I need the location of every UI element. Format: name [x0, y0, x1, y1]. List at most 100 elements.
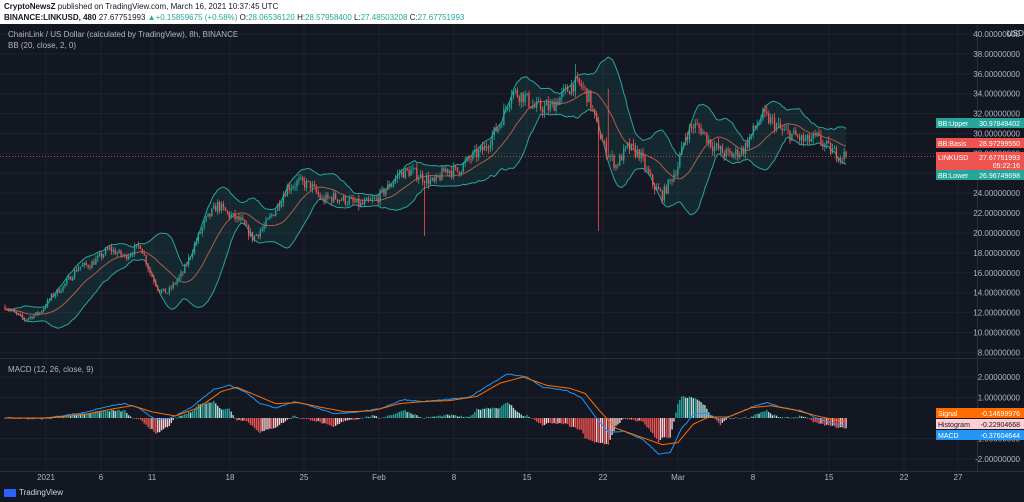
histogram-bar — [104, 410, 107, 418]
histogram-bar — [159, 418, 161, 433]
histogram-bar — [603, 418, 606, 445]
histogram-bar — [681, 396, 683, 418]
histogram-bar — [58, 417, 60, 418]
candle-body — [21, 314, 24, 318]
histogram-bar — [829, 418, 832, 427]
histogram-bar — [682, 396, 685, 418]
histogram-bar — [244, 418, 246, 421]
price-tick-label: 16.00000000 — [973, 269, 1020, 278]
candle-body — [396, 174, 399, 178]
histogram-bar — [433, 416, 435, 418]
candle-body — [731, 152, 733, 158]
histogram-bar — [441, 416, 443, 418]
tradingview-brand[interactable]: TradingView — [4, 488, 63, 497]
histogram-bar — [507, 402, 509, 418]
histogram-bar — [735, 417, 737, 418]
histogram-bar — [54, 417, 56, 418]
histogram-bar — [400, 411, 403, 418]
histogram-bar — [60, 416, 62, 418]
candle-body — [62, 285, 64, 292]
histogram-bar — [588, 418, 590, 440]
candle-body — [675, 174, 677, 176]
histogram-bar — [168, 418, 171, 427]
histogram-bar — [296, 417, 298, 418]
histogram-bar — [265, 418, 267, 430]
histogram-bar — [157, 418, 159, 433]
candle-body — [551, 101, 553, 105]
candle-body — [522, 92, 524, 102]
candle-body — [706, 132, 708, 143]
publisher-name[interactable]: CryptoNewsZ — [4, 2, 56, 11]
histogram-bar — [108, 411, 111, 418]
candle-body — [296, 181, 298, 187]
candle-body — [723, 153, 725, 157]
candle-body — [367, 198, 370, 200]
candle-body — [512, 91, 515, 97]
candle-body — [688, 126, 691, 140]
candle-body — [746, 142, 749, 147]
histogram-bar — [269, 418, 271, 429]
histogram-bar — [713, 418, 716, 419]
candle-body — [783, 129, 785, 131]
histogram-bar — [700, 402, 702, 418]
histogram-bar — [178, 415, 180, 418]
last-price: 27.67751993 — [98, 13, 146, 22]
candle-body — [350, 198, 352, 199]
histogram-bar — [275, 418, 277, 428]
candle-body — [15, 311, 18, 314]
candle-body — [624, 146, 627, 149]
histogram-bar — [566, 418, 569, 425]
candle-body — [425, 176, 428, 183]
high-label: H: — [297, 13, 306, 22]
candle-body — [89, 267, 91, 269]
histogram-bar — [294, 415, 296, 418]
price-tick-label: 38.00000000 — [973, 50, 1020, 59]
histogram-bar — [170, 418, 172, 424]
candle-body — [52, 294, 55, 297]
candle-body — [31, 316, 33, 319]
candle-body — [298, 178, 300, 182]
macd-tick-label: 2.00000000 — [978, 373, 1021, 382]
histogram-bar — [346, 418, 348, 421]
price-tick-label: 14.00000000 — [973, 289, 1020, 298]
candle-body — [410, 169, 412, 176]
candle-body — [37, 312, 39, 315]
candle-body — [478, 149, 480, 158]
histogram-bar — [309, 418, 312, 421]
bb-basis-label-name: BB:Basis — [938, 141, 967, 148]
histogram-bar — [358, 418, 360, 420]
candle-body — [686, 137, 689, 140]
histogram-bar — [414, 414, 416, 418]
candle-body — [557, 101, 559, 105]
candle-body — [6, 309, 8, 311]
candle-body — [499, 125, 501, 128]
candle-body — [193, 243, 196, 253]
histogram-bar — [752, 416, 754, 418]
candle-body — [100, 253, 103, 258]
histogram-bar — [561, 418, 563, 424]
histogram-bar — [408, 412, 410, 418]
histogram-bar — [557, 418, 559, 424]
candle-body — [681, 145, 683, 156]
candle-body — [168, 287, 171, 294]
histogram-bar — [377, 417, 379, 419]
candle-body — [779, 123, 782, 129]
histogram-bar — [236, 418, 238, 421]
candle-body — [418, 177, 420, 180]
candle-body — [816, 132, 818, 135]
candle-body — [613, 155, 615, 168]
open-value: 28.06536120 — [248, 13, 295, 22]
candle-body — [652, 174, 654, 185]
time-tick-label: Mar — [671, 473, 685, 482]
histogram-bar — [787, 417, 789, 418]
candle-body — [841, 157, 843, 159]
histogram-bar — [611, 418, 613, 435]
candle-body — [476, 149, 478, 158]
histogram-bar — [230, 411, 232, 418]
histogram-bar — [431, 416, 433, 418]
histogram-bar — [267, 418, 269, 430]
histogram-bar — [746, 418, 749, 419]
candle-body — [574, 76, 577, 92]
price-tick-label: 32.00000000 — [973, 110, 1020, 119]
